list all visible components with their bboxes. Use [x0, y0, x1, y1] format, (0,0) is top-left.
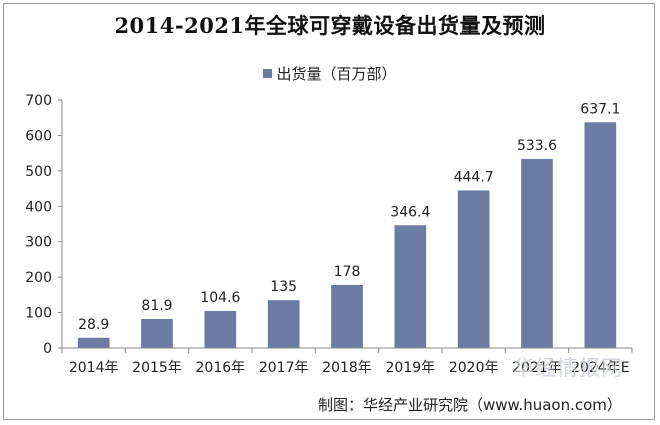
x-tick-label: 2021年: [512, 360, 562, 376]
y-tick-label: 200: [25, 270, 52, 286]
legend-swatch: [263, 69, 273, 78]
x-tick-label: 2017年: [259, 360, 309, 376]
x-tick-label: 2020年: [449, 360, 499, 376]
data-label: 28.9: [78, 317, 109, 333]
x-tick-label: 2024年E: [571, 360, 629, 376]
data-label: 135: [270, 279, 297, 295]
bar: [394, 225, 427, 348]
x-tick-label: 2018年: [322, 360, 372, 376]
y-tick-label: 600: [25, 128, 52, 144]
bar: [267, 300, 300, 348]
y-tick-label: 700: [25, 93, 52, 109]
y-tick-label: 500: [25, 164, 52, 180]
bar: [457, 190, 490, 348]
bar: [141, 318, 173, 348]
data-label: 533.6: [517, 138, 557, 154]
data-label: 81.9: [141, 298, 172, 314]
bar: [584, 122, 617, 348]
chart-frame: [3, 3, 655, 420]
data-label: 444.7: [454, 169, 494, 185]
y-tick-label: 0: [43, 341, 52, 357]
data-label: 104.6: [200, 290, 240, 306]
x-tick-label: 2016年: [196, 360, 246, 376]
bar: [204, 310, 237, 348]
chart-legend: 出货量（百万部）: [0, 63, 660, 84]
bar: [521, 158, 553, 348]
data-label: 178: [334, 264, 361, 280]
x-tick-label: 2014年: [69, 360, 119, 376]
data-label: 637.1: [580, 101, 620, 117]
bar: [331, 284, 363, 348]
x-tick-label: 2019年: [386, 360, 436, 376]
watermark-text: 华经情报网: [513, 356, 623, 380]
bar: [77, 337, 110, 348]
chart-title: 2014-2021年全球可穿戴设备出货量及预测: [114, 13, 546, 38]
y-tick-label: 400: [25, 199, 52, 215]
legend-label: 出货量（百万部）: [276, 65, 397, 83]
y-tick-label: 300: [25, 235, 52, 251]
source-note: 制图：华经产业研究院（www.huaon.com）: [318, 396, 622, 414]
y-tick-label: 100: [25, 306, 52, 322]
data-label: 346.4: [390, 204, 430, 220]
x-tick-label: 2015年: [132, 360, 182, 376]
